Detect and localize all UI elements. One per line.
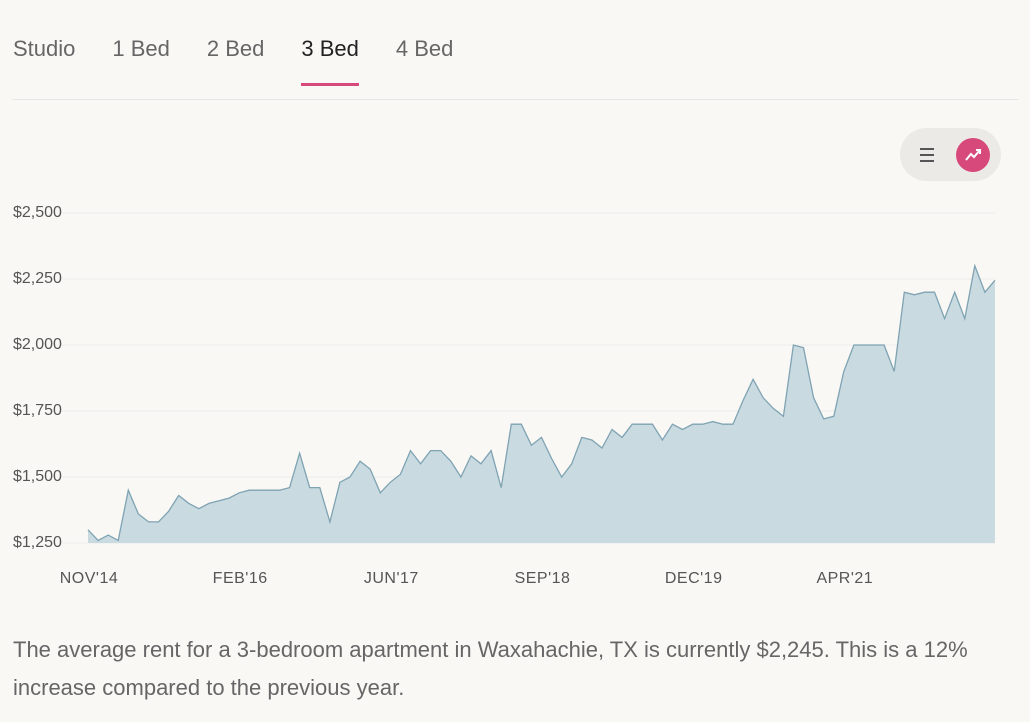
area bbox=[88, 265, 995, 543]
chart-view-button[interactable] bbox=[956, 138, 990, 172]
y-tick-label: $1,250 bbox=[13, 534, 62, 551]
y-tick-label: $2,000 bbox=[13, 336, 62, 353]
x-tick-label: JUN'17 bbox=[364, 570, 419, 587]
tab[interactable]: Studio bbox=[13, 36, 76, 61]
tab[interactable]: 4 Bed bbox=[395, 36, 454, 61]
view-toggle bbox=[900, 128, 1001, 181]
table-view-button[interactable] bbox=[920, 148, 934, 162]
chart: $1,250 $1,500 $1,750 $2,000 $2,250 $2,500 NOV'… bbox=[13, 204, 996, 587]
y-tick-label: $1,750 bbox=[13, 402, 62, 419]
line bbox=[87, 263, 996, 542]
tab[interactable]: 3 Bed bbox=[301, 36, 359, 86]
x-tick-label: NOV'14 bbox=[60, 570, 119, 587]
x-tick-label: DEC'19 bbox=[665, 570, 723, 587]
y-tick-label: $1,500 bbox=[13, 468, 62, 485]
divider bbox=[12, 99, 1018, 100]
tab-bar: Studio 1 Bed 2 Bed 3 Bed 4 Bed bbox=[13, 36, 453, 86]
x-tick-label: FEB'16 bbox=[213, 570, 268, 587]
tab[interactable]: 1 Bed bbox=[112, 36, 170, 61]
x-tick-label: SEP'18 bbox=[515, 570, 571, 587]
description: The average rent for a 3-bedroom apartme… bbox=[13, 637, 968, 700]
toggle-icons bbox=[920, 138, 990, 172]
y-tick-label: $2,500 bbox=[13, 204, 62, 221]
tab[interactable]: 2 Bed bbox=[206, 36, 265, 61]
x-tick-label: APR'21 bbox=[816, 570, 873, 587]
y-tick-label: $2,250 bbox=[13, 270, 62, 287]
